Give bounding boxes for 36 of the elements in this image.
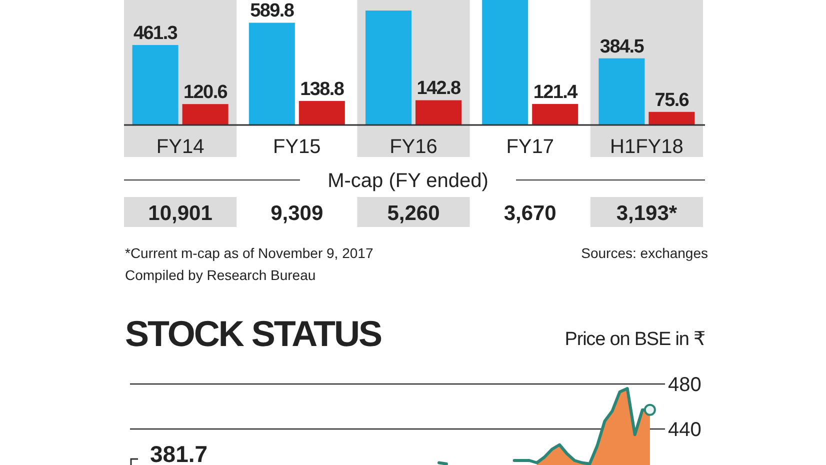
bar bbox=[648, 112, 695, 125]
bar bbox=[416, 100, 462, 125]
text: 10,901 bbox=[148, 202, 213, 225]
bar bbox=[532, 104, 578, 125]
data-label: 120.6 bbox=[184, 82, 228, 104]
y-axis-title: Price on BSE in ₹ bbox=[564, 329, 706, 350]
bar bbox=[182, 104, 228, 125]
text: 3,193* bbox=[616, 202, 678, 225]
text: *Current m-cap as of November 9, 2017 bbox=[125, 245, 374, 261]
y-tick-label: 440 bbox=[668, 419, 702, 441]
bar bbox=[366, 10, 412, 125]
x-tick-label: H1FY18 bbox=[610, 136, 684, 158]
x-tick-label: FY15 bbox=[272, 136, 321, 158]
data-label: 461.3 bbox=[134, 23, 178, 44]
data-label: 384.5 bbox=[600, 36, 645, 58]
text: Compiled by Research Bureau bbox=[125, 267, 316, 283]
text: 5,260 bbox=[387, 202, 440, 225]
data-label: 589.8 bbox=[250, 0, 294, 22]
data-label: 121.4 bbox=[533, 82, 578, 103]
bar bbox=[248, 22, 295, 125]
bar bbox=[298, 100, 345, 125]
x-tick-label: FY16 bbox=[390, 136, 438, 158]
chart-title: STOCK STATUS bbox=[125, 313, 382, 354]
data-label: 142.8 bbox=[416, 78, 461, 100]
annotation: 381.7 bbox=[150, 441, 208, 465]
text: 3,670 bbox=[504, 202, 556, 225]
data-label: 75.6 bbox=[654, 90, 689, 111]
bar bbox=[598, 58, 645, 125]
bar bbox=[132, 45, 178, 125]
text: 9,309 bbox=[270, 202, 324, 225]
data-label: 138.8 bbox=[300, 78, 344, 100]
x-tick-label: FY14 bbox=[156, 136, 204, 158]
text: M-cap (FY ended) bbox=[328, 170, 488, 192]
y-tick-label: 480 bbox=[668, 374, 702, 396]
source-note: Sources: exchanges bbox=[581, 245, 708, 261]
x-tick-label: FY17 bbox=[506, 136, 554, 158]
